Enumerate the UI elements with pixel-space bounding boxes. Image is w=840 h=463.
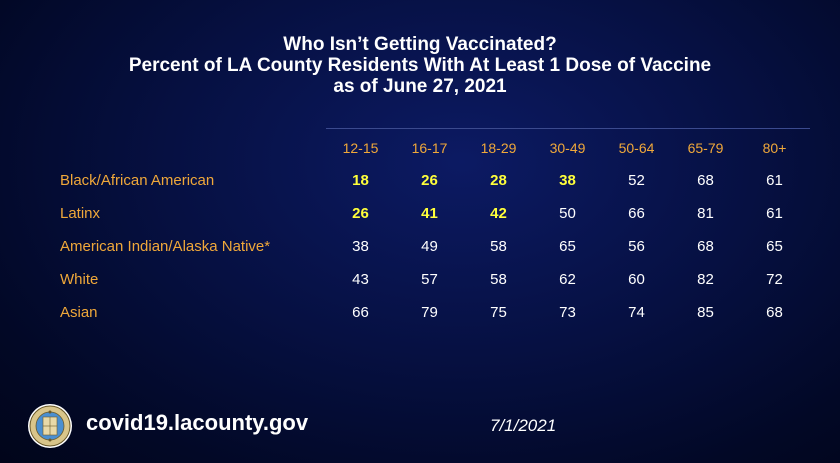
data-cell: 38 — [352, 238, 369, 255]
column-header: 12-15 — [342, 139, 379, 156]
table-row: Black/African American 18 26 28 38 52 68 61 — [60, 164, 809, 197]
data-cell: 65 — [559, 238, 576, 255]
data-cell: 66 — [352, 304, 369, 321]
data-cell: 41 — [421, 205, 438, 222]
data-cell: 50 — [559, 205, 576, 222]
column-header: 65-79 — [687, 139, 724, 156]
title-line-1: Who Isn’t Getting Vaccinated? — [283, 34, 557, 55]
data-cell: 26 — [421, 172, 438, 189]
table-row: Latinx 26 41 42 50 66 81 61 — [60, 197, 809, 230]
data-cell: 65 — [766, 238, 783, 255]
data-cell: 75 — [490, 304, 507, 321]
data-cell: 52 — [628, 172, 645, 189]
data-cell: 68 — [697, 238, 714, 255]
row-label: Black/African American — [60, 172, 215, 189]
header-divider — [326, 128, 810, 129]
table-row: Asian 66 79 75 73 74 85 68 — [60, 296, 809, 329]
column-header: 18-29 — [480, 139, 517, 156]
data-cell: 49 — [421, 238, 438, 255]
data-cell: 28 — [490, 172, 507, 189]
title-line-3: as of June 27, 2021 — [333, 76, 507, 97]
title-line-2: Percent of LA County Residents With At L… — [128, 55, 712, 76]
data-cell: 82 — [697, 271, 714, 288]
data-cell: 58 — [490, 271, 507, 288]
footer-date: 7/1/2021 — [490, 416, 557, 435]
data-cell: 42 — [490, 205, 507, 222]
row-label: Asian — [60, 304, 98, 321]
data-cell: 38 — [559, 172, 576, 189]
data-cell: 81 — [697, 205, 714, 222]
data-cell: 57 — [421, 271, 438, 288]
column-header: 30-49 — [549, 139, 586, 156]
table-row: American Indian/Alaska Native* 38 49 58 65 56… — [60, 230, 809, 263]
data-cell: 61 — [766, 205, 783, 222]
data-cell: 60 — [628, 271, 645, 288]
column-header: 50-64 — [618, 139, 655, 156]
vaccination-table: 12-15 16-17 18-29 30-49 50-64 65-79 80+ Black/… — [60, 131, 809, 329]
data-cell: 43 — [352, 271, 369, 288]
data-cell: 56 — [628, 238, 645, 255]
table-body: Black/African American 18 26 28 38 52 68 61 Lati… — [60, 164, 809, 329]
row-label: Latinx — [60, 205, 101, 222]
data-cell: 18 — [352, 172, 369, 189]
data-cell: 58 — [490, 238, 507, 255]
data-cell: 68 — [697, 172, 714, 189]
row-label: American Indian/Alaska Native* — [60, 238, 271, 255]
data-cell: 72 — [766, 271, 783, 288]
la-county-seal-icon — [28, 404, 72, 448]
header-corner — [60, 131, 326, 164]
data-cell: 68 — [766, 304, 783, 321]
row-label: White — [60, 271, 99, 288]
data-cell: 85 — [697, 304, 714, 321]
data-cell: 62 — [559, 271, 576, 288]
column-header: 16-17 — [411, 139, 448, 156]
header-row: 12-15 16-17 18-29 30-49 50-64 65-79 80+ — [60, 131, 809, 164]
data-cell: 74 — [628, 304, 645, 321]
data-cell: 61 — [766, 172, 783, 189]
data-cell: 79 — [421, 304, 438, 321]
data-cell: 73 — [559, 304, 576, 321]
data-cell: 26 — [352, 205, 369, 222]
data-cell: 66 — [628, 205, 645, 222]
chart-title: Who Isn’t Getting Vaccinated? Percent of… — [0, 34, 840, 97]
column-header: 80+ — [762, 139, 787, 156]
footer-url[interactable]: covid19.lacounty.gov — [86, 410, 309, 435]
table-row: White 43 57 58 62 60 82 72 — [60, 263, 809, 296]
